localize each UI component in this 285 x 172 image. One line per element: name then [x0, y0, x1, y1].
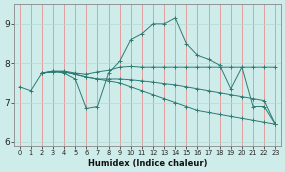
X-axis label: Humidex (Indice chaleur): Humidex (Indice chaleur) [88, 159, 207, 168]
